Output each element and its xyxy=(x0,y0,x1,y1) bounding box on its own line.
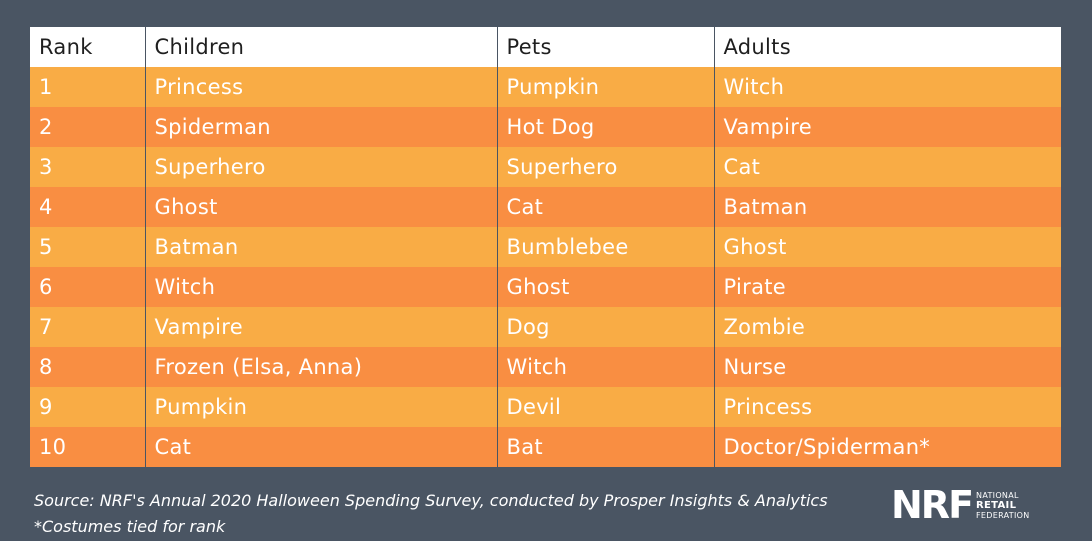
table-cell: Vampire xyxy=(713,107,1061,147)
table-cell: Zombie xyxy=(713,307,1061,347)
table-cell: Witch xyxy=(144,267,497,307)
table-row: 9 Pumpkin Devil Princess xyxy=(30,387,1061,427)
logo-text: NATIONAL RETAIL FEDERATION xyxy=(976,491,1029,520)
table-cell: Frozen (Elsa, Anna) xyxy=(144,347,497,387)
table-cell: 5 xyxy=(30,227,145,267)
table-cell: Nurse xyxy=(713,347,1061,387)
table-row: 2 Spiderman Hot Dog Vampire xyxy=(30,107,1061,147)
table-cell: 9 xyxy=(30,387,145,427)
source-note: Source: NRF's Annual 2020 Halloween Spen… xyxy=(34,491,828,510)
logo-line-3: FEDERATION xyxy=(976,510,1030,520)
table-row: 5 Batman Bumblebee Ghost xyxy=(30,227,1061,267)
table-cell: 6 xyxy=(30,267,145,307)
logo-line-1: NATIONAL xyxy=(976,490,1019,500)
table-cell: Pumpkin xyxy=(144,387,497,427)
table-cell: Witch xyxy=(713,67,1061,107)
table-cell: Devil xyxy=(496,387,714,427)
table-cell: Princess xyxy=(713,387,1061,427)
table-cell: Batman xyxy=(144,227,497,267)
table-body: 1 Princess Pumpkin Witch 2 Spiderman Hot Dog Va… xyxy=(30,67,1061,467)
table-cell: Batman xyxy=(713,187,1061,227)
table-cell: Ghost xyxy=(713,227,1061,267)
table-row: 4 Ghost Cat Batman xyxy=(30,187,1061,227)
table-cell: 7 xyxy=(30,307,145,347)
costume-ranking-table: Rank Children Pets Adults 1 Princess Pumpkin W… xyxy=(30,27,1061,467)
column-header: Children xyxy=(144,27,497,67)
table-cell: Princess xyxy=(144,67,497,107)
table-row: 7 Vampire Dog Zombie xyxy=(30,307,1061,347)
table-cell: Ghost xyxy=(144,187,497,227)
table-cell: Bat xyxy=(496,427,714,467)
table-row: 1 Princess Pumpkin Witch xyxy=(30,67,1061,107)
table-cell: Cat xyxy=(713,147,1061,187)
footer: Source: NRF's Annual 2020 Halloween Spen… xyxy=(34,488,828,540)
tie-note: *Costumes tied for rank xyxy=(34,517,226,536)
table-cell: 8 xyxy=(30,347,145,387)
nrf-logo: NRF NATIONAL RETAIL FEDERATION xyxy=(891,483,1030,527)
table-cell: Superhero xyxy=(144,147,497,187)
column-header: Rank xyxy=(30,27,145,67)
table-cell: Superhero xyxy=(496,147,714,187)
table-cell: Ghost xyxy=(496,267,714,307)
table-cell: 3 xyxy=(30,147,145,187)
table-cell: Doctor/Spiderman* xyxy=(713,427,1061,467)
table-cell: Hot Dog xyxy=(496,107,714,147)
table-cell: 1 xyxy=(30,67,145,107)
logo-mark: NRF xyxy=(891,483,974,527)
table-cell: Vampire xyxy=(144,307,497,347)
logo-line-2: RETAIL xyxy=(976,499,1017,511)
table-cell: Bumblebee xyxy=(496,227,714,267)
table-row: 10 Cat Bat Doctor/Spiderman* xyxy=(30,427,1061,467)
table-row: 3 Superhero Superhero Cat xyxy=(30,147,1061,187)
header-row: Rank Children Pets Adults xyxy=(30,27,1061,67)
table-cell: Cat xyxy=(496,187,714,227)
table-row: 6 Witch Ghost Pirate xyxy=(30,267,1061,307)
costume-ranking-table-wrap: Rank Children Pets Adults 1 Princess Pumpkin W… xyxy=(30,27,1061,467)
table-cell: 4 xyxy=(30,187,145,227)
table-cell: Spiderman xyxy=(144,107,497,147)
table-row: 8 Frozen (Elsa, Anna) Witch Nurse xyxy=(30,347,1061,387)
table-cell: Pirate xyxy=(713,267,1061,307)
column-header: Adults xyxy=(713,27,1061,67)
column-header: Pets xyxy=(496,27,714,67)
table-cell: Witch xyxy=(496,347,714,387)
table-cell: 2 xyxy=(30,107,145,147)
table-header: Rank Children Pets Adults xyxy=(30,27,1061,67)
table-cell: Dog xyxy=(496,307,714,347)
table-cell: 10 xyxy=(30,427,145,467)
table-cell: Pumpkin xyxy=(496,67,714,107)
table-cell: Cat xyxy=(144,427,497,467)
